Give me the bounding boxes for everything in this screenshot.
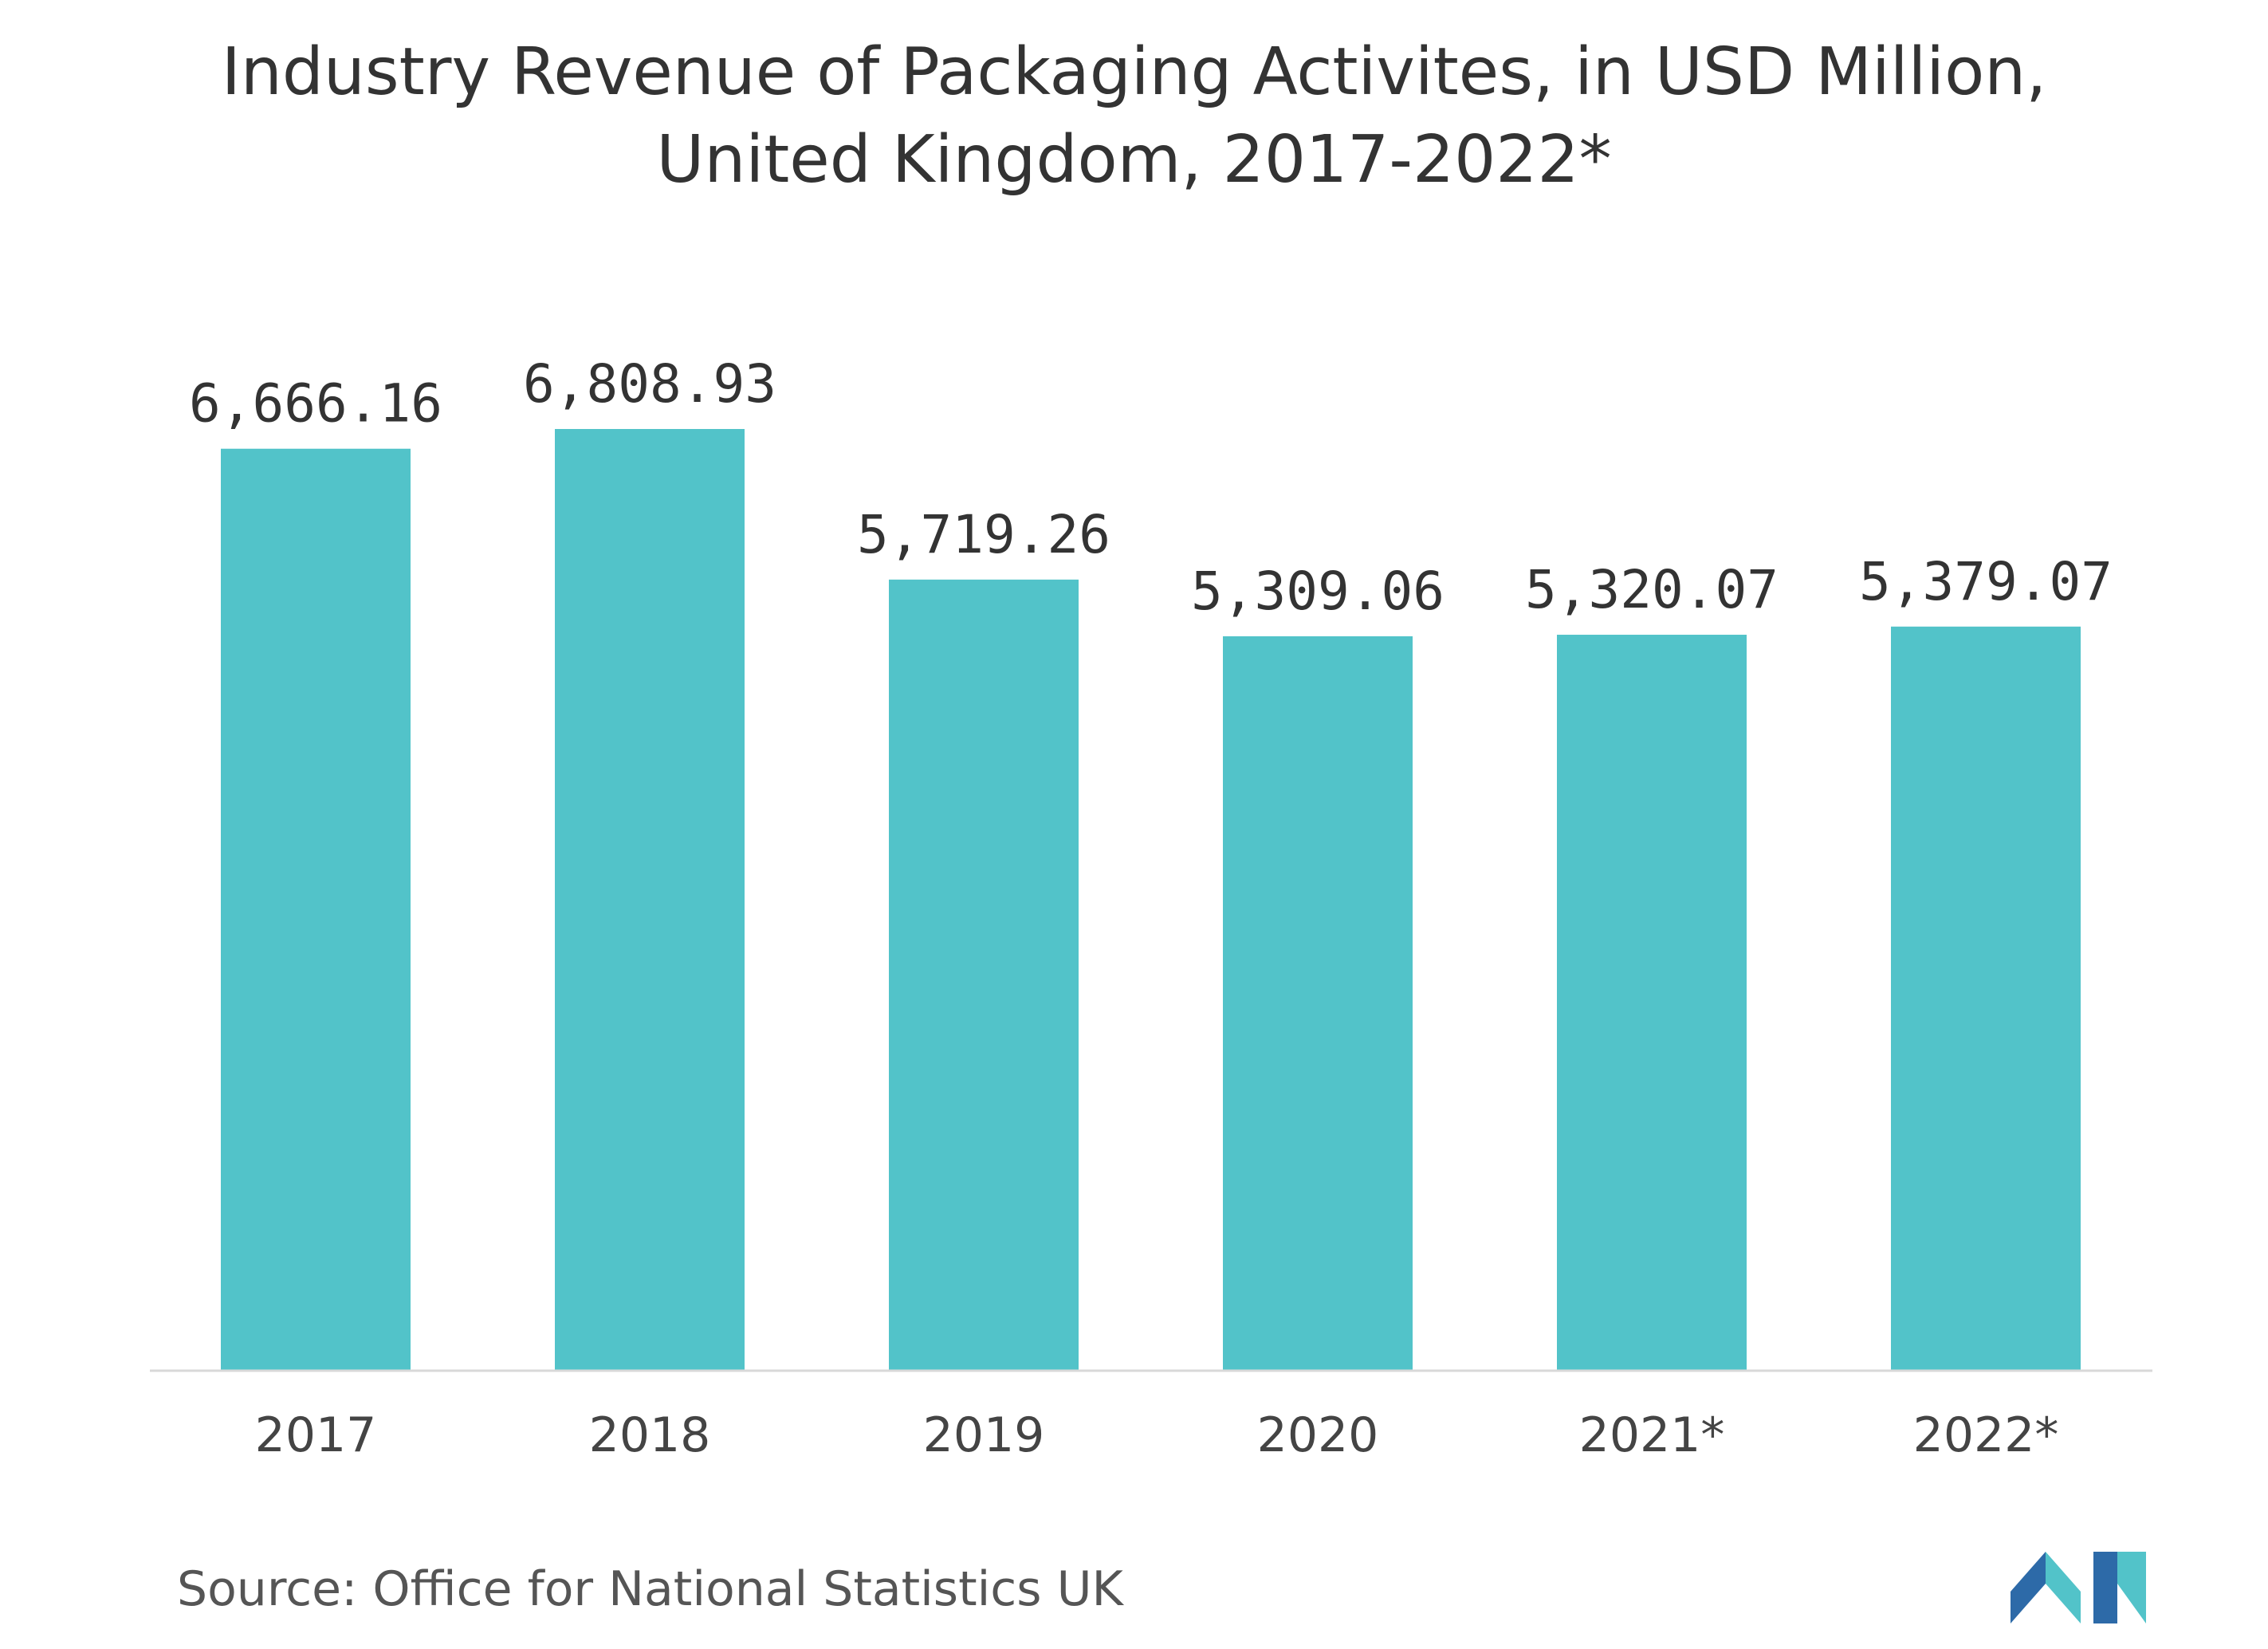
chart-title: Industry Revenue of Packaging Activites,… <box>0 29 2268 204</box>
bar-2022 <box>1891 626 2081 1370</box>
x-tick-label-2017: 2017 <box>255 1407 377 1463</box>
data-label-2019: 5,719.26 <box>857 504 1110 565</box>
source-note: Source: Office for National Statistics U… <box>177 1561 1123 1617</box>
logo-accent-shape <box>2117 1552 2146 1623</box>
x-tick-label-2019: 2019 <box>923 1407 1045 1463</box>
bar-chart: 6,666.16 2017 6,808.93 2018 5,719.26 2019 5,30… <box>150 353 2152 1463</box>
bar-2018 <box>555 429 745 1370</box>
data-label-2020: 5,309.06 <box>1191 561 1445 622</box>
mordor-intelligence-logo-icon <box>2011 1552 2146 1623</box>
x-tick-label-2020: 2020 <box>1257 1407 1379 1463</box>
data-label-2018: 6,808.93 <box>523 353 776 415</box>
logo-right-shape <box>2093 1552 2117 1623</box>
bar-2017 <box>221 448 411 1370</box>
bar-2020 <box>1223 636 1413 1370</box>
x-tick-label-2018: 2018 <box>589 1407 711 1463</box>
logo-left-shape <box>2011 1552 2046 1623</box>
logo-mid-shape <box>2046 1552 2081 1623</box>
chart-title-line-2: United Kingdom, 2017-2022* <box>656 122 1612 198</box>
data-label-2022: 5,379.07 <box>1859 551 2113 612</box>
x-tick-label-2021: 2021* <box>1579 1407 1725 1463</box>
data-label-2017: 6,666.16 <box>189 373 442 435</box>
chart-title-line-1: Industry Revenue of Packaging Activites,… <box>221 34 2047 110</box>
data-label-2021: 5,320.07 <box>1525 559 1779 620</box>
bar-2019 <box>889 579 1079 1370</box>
bar-2021 <box>1557 635 1747 1370</box>
x-tick-label-2022: 2022* <box>1913 1407 2059 1463</box>
